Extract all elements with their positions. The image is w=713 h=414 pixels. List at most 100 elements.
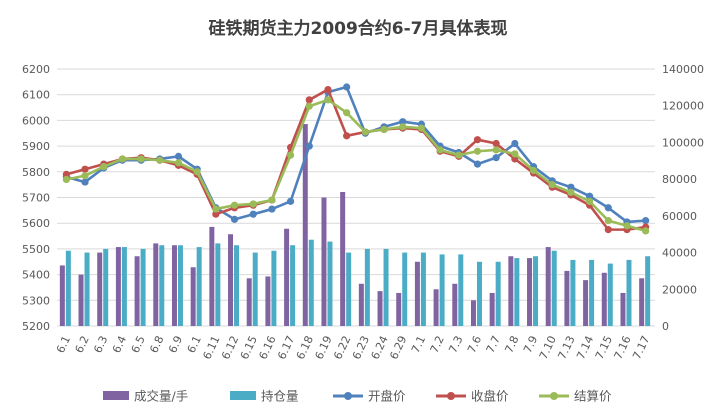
- legend-label: 成交量/手: [134, 389, 188, 404]
- data-point-marker: [455, 151, 463, 159]
- bar: [209, 226, 215, 326]
- bar: [290, 245, 296, 326]
- data-point-marker: [268, 196, 276, 204]
- y-axis-left-ticks: 5200 5300 5400 5500 5600 5700 5800 5900 6000 6100…: [22, 63, 50, 333]
- data-point-marker: [230, 215, 239, 223]
- bar: [140, 248, 146, 326]
- bar: [190, 267, 196, 326]
- bar: [414, 261, 420, 326]
- bar: [377, 291, 383, 326]
- x-tick: 6.17: [275, 334, 297, 362]
- bar: [396, 292, 402, 326]
- x-tick: 6.1: [54, 334, 73, 355]
- bar-series: [59, 124, 651, 326]
- bar: [402, 252, 408, 326]
- bar: [134, 256, 140, 326]
- legend-item-5: 结算价: [539, 389, 612, 404]
- data-point-marker: [81, 178, 89, 186]
- data-point-marker: [212, 205, 220, 213]
- x-tick: 7.9: [521, 334, 540, 355]
- data-point-marker: [642, 217, 650, 225]
- bar: [196, 247, 202, 326]
- bar: [626, 259, 632, 326]
- y-right-tick: 20000: [662, 283, 697, 296]
- bar: [476, 261, 482, 326]
- bar: [115, 247, 121, 326]
- data-point-marker: [305, 142, 313, 150]
- bar: [495, 261, 501, 326]
- x-tick: 6.3: [91, 334, 110, 355]
- data-point-marker: [193, 168, 201, 176]
- data-point-marker: [81, 165, 89, 173]
- x-tick: 6.4: [110, 334, 129, 355]
- data-point-marker: [399, 118, 407, 126]
- data-point-marker: [118, 155, 127, 163]
- bar: [171, 245, 177, 326]
- x-tick: 7.13: [555, 334, 577, 362]
- data-point-marker: [399, 123, 407, 131]
- y-right-tick: 80000: [662, 173, 697, 186]
- data-point-marker: [473, 160, 482, 168]
- bar: [308, 239, 314, 326]
- y-left-tick: 5900: [22, 140, 50, 153]
- data-point-marker: [642, 227, 650, 235]
- y-left-tick: 6100: [22, 89, 50, 102]
- bar: [607, 263, 613, 326]
- x-tick: 7.16: [612, 334, 634, 362]
- data-point-marker: [567, 188, 575, 196]
- data-point-marker: [473, 147, 482, 155]
- bar: [234, 245, 240, 326]
- bar: [545, 247, 551, 326]
- bar: [383, 248, 389, 326]
- y-right-tick: 0: [662, 320, 669, 333]
- data-point-marker: [324, 96, 332, 104]
- y-left-tick: 5800: [22, 166, 50, 179]
- bar: [639, 278, 645, 326]
- bar: [645, 256, 651, 326]
- bar: [601, 272, 607, 326]
- data-point-marker: [604, 217, 612, 225]
- y-right-tick: 100000: [662, 136, 704, 149]
- bar: [97, 252, 103, 326]
- bar: [358, 283, 364, 326]
- bar: [252, 252, 258, 326]
- data-point-marker: [343, 83, 351, 91]
- data-point-marker: [436, 146, 444, 154]
- legend-marker: [550, 392, 558, 400]
- data-point-marker: [417, 124, 426, 132]
- bar: [321, 197, 327, 326]
- y-right-tick: 140000: [662, 63, 704, 76]
- legend-marker: [447, 392, 455, 400]
- data-point-marker: [585, 192, 594, 200]
- x-tick: 7.10: [537, 334, 559, 362]
- legend-item-2: 持仓量: [230, 389, 299, 404]
- bar: [583, 280, 589, 326]
- data-point-marker: [343, 109, 351, 117]
- data-point-marker: [604, 226, 612, 234]
- data-point-marker: [492, 154, 500, 162]
- data-point-marker: [511, 150, 519, 158]
- x-tick: 7.15: [593, 334, 615, 362]
- x-tick: 6.2: [73, 334, 92, 355]
- x-axis-ticks: 6.1 6.2 6.3 6.4 6.5 6.8 6.9 6.16.116.126.156.16…: [54, 334, 652, 362]
- y-left-tick: 5600: [22, 217, 50, 230]
- legend-label: 持仓量: [261, 389, 299, 404]
- data-point-marker: [286, 197, 295, 205]
- x-tick: 6.16: [256, 334, 278, 362]
- legend: 成交量/手 持仓量 开盘价 收盘价 结算价: [103, 389, 612, 404]
- legend-label: 开盘价: [368, 389, 406, 404]
- bar: [78, 274, 84, 326]
- x-tick: 7.3: [446, 334, 465, 355]
- open-interest-bars: [65, 239, 651, 326]
- data-point-marker: [567, 183, 575, 191]
- bar: [364, 248, 370, 326]
- data-point-marker: [156, 156, 164, 164]
- legend-swatch: [103, 391, 129, 400]
- bar: [84, 252, 90, 326]
- bar: [470, 300, 476, 326]
- y-right-tick: 120000: [662, 100, 704, 113]
- bar: [121, 247, 127, 326]
- data-point-marker: [305, 96, 313, 104]
